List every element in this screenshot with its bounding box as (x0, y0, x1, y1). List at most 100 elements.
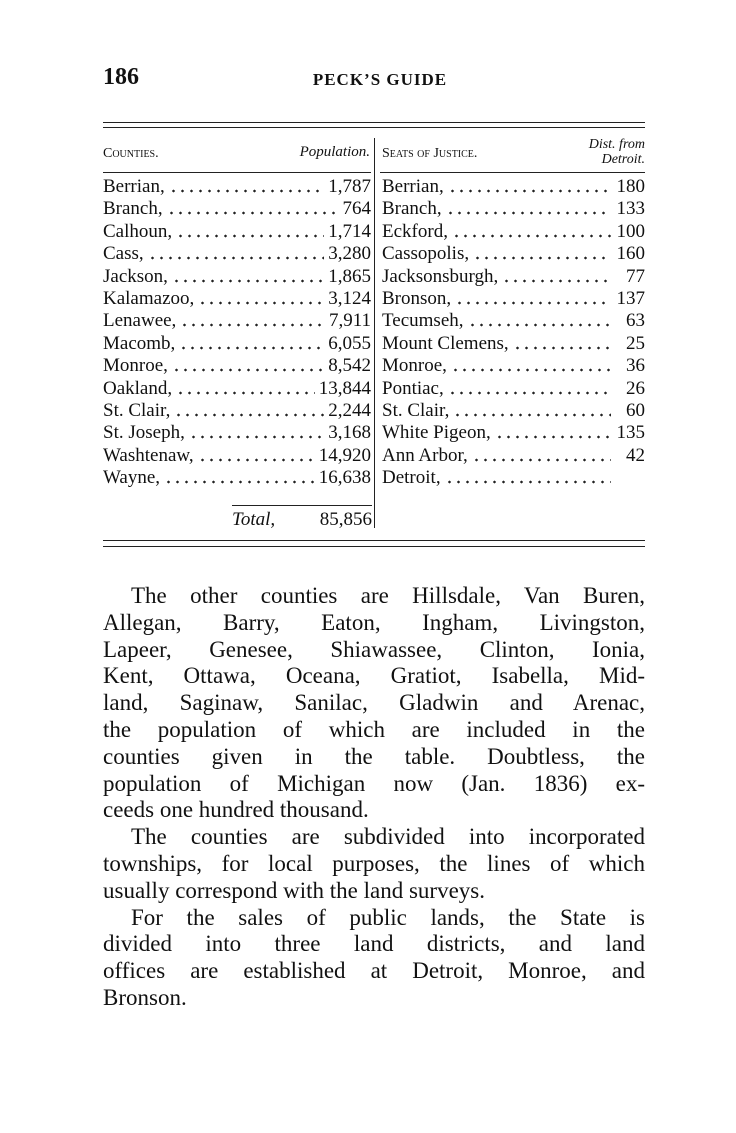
population: 1,787 (328, 176, 371, 197)
seat: Cassopolis, (382, 243, 470, 265)
text-line: ceeds one hundred thousand. (103, 797, 369, 823)
total-value: 85,856 (319, 509, 372, 530)
distance: 135 (616, 422, 646, 444)
leader (471, 456, 611, 463)
leader (473, 255, 611, 262)
county-cell: St. Joseph, 3,168 (103, 422, 371, 444)
leader (447, 389, 611, 396)
text-line: usually correspond with the land surveys… (103, 877, 485, 903)
text-line: offices are established at Detroit, Monr… (103, 958, 645, 984)
seat-cell: Jacksonsburgh, 77 (382, 266, 645, 288)
county: Lenawee, (103, 310, 177, 332)
population: 14,920 (318, 444, 371, 466)
text-line: divided into three land districts, and l… (103, 931, 645, 957)
text-line: The counties are subdivided into incorpo… (131, 824, 645, 850)
seat: Jacksonsburgh, (382, 265, 499, 287)
leader (179, 344, 325, 351)
text-line: Bronson. (103, 985, 187, 1010)
county-cell: Wayne, 16,638 (103, 467, 371, 489)
leader (147, 255, 325, 262)
leader (445, 210, 611, 217)
population: 3,168 (328, 422, 371, 444)
county-cell: St. Clair, 2,244 (103, 400, 371, 422)
seat: Pontiac, (382, 377, 444, 399)
seat-cell: Berrian, 180 (382, 176, 645, 198)
total-label: Total, (232, 509, 276, 530)
population: 3,280 (328, 243, 371, 265)
text-line: For the sales of public lands, the State… (131, 904, 645, 930)
county: Branch, (103, 198, 163, 220)
text-line: land, Saginaw, Sanilac, Gladwin and Aren… (103, 690, 645, 716)
seat: Mount Clemens, (382, 332, 509, 354)
seat: St. Clair, (382, 400, 450, 421)
leader (447, 188, 611, 194)
leader (171, 277, 325, 284)
distance: 36 (626, 355, 645, 377)
county: Berrian, (103, 176, 165, 197)
leader (188, 434, 325, 441)
county: Oakland, (103, 377, 173, 399)
population: 8,542 (328, 355, 371, 377)
header-line: Detroit. (601, 152, 645, 167)
seat-cell: Cassopolis, 160 (382, 243, 645, 265)
population: 7,911 (328, 310, 371, 332)
county: Cass, (103, 243, 144, 265)
county-cell: Lenawee, 7,911 (103, 310, 371, 332)
leader (455, 300, 611, 306)
distance: 180 (616, 176, 646, 197)
leader (502, 277, 611, 284)
seat: White Pigeon, (382, 422, 491, 444)
county: Kalamazoo, (103, 288, 195, 309)
column-header: Dist. from Detroit. (560, 137, 645, 167)
leader (197, 456, 315, 463)
county: Calhoun, (103, 220, 173, 242)
county-cell: Calhoun, 1,714 (103, 221, 371, 243)
rule (103, 546, 645, 547)
population: 1,714 (328, 220, 371, 242)
seat-cell: Eckford, 100 (382, 221, 645, 243)
county-cell: Monroe, 8,542 (103, 355, 371, 377)
leader (453, 412, 611, 418)
text-line: the population of which are included in … (103, 717, 645, 742)
distance: 100 (616, 220, 646, 242)
county-cell: Cass, 3,280 (103, 243, 371, 265)
county-cell: Jackson, 1,865 (103, 266, 371, 288)
seat: Eckford, (382, 220, 448, 242)
page-number: 186 (103, 64, 139, 90)
column-header: Counties. (103, 146, 159, 161)
text-line: Allegan, Barry, Eaton, Ingham, Livingsto… (103, 609, 645, 635)
seat-cell: St. Clair, 60 (382, 400, 645, 422)
county: Macomb, (103, 332, 176, 354)
leader (166, 210, 339, 217)
seat: Tecumseh, (382, 310, 464, 332)
distance: 133 (616, 198, 646, 220)
seat-cell: Mount Clemens, 25 (382, 333, 645, 355)
distance: 42 (626, 444, 645, 466)
seat-cell: White Pigeon, 135 (382, 422, 645, 444)
leader (164, 479, 315, 486)
seat: Detroit, (382, 467, 441, 489)
column-header: Seats of Justice. (382, 146, 478, 161)
leader (176, 389, 315, 396)
header-line: Dist. from (588, 137, 645, 152)
distance: 25 (626, 332, 645, 354)
county: Wayne, (103, 467, 161, 489)
leader (512, 344, 611, 351)
county-cell: Washtenaw, 14,920 (103, 445, 371, 467)
leader (444, 479, 611, 486)
text-line: The other counties are Hillsdale, Van Bu… (131, 583, 645, 608)
column-rule (374, 138, 375, 528)
rule (103, 127, 645, 128)
text-line: population of Michigan now (Jan. 1836) e… (103, 770, 645, 796)
distance: 63 (626, 310, 645, 332)
leader (198, 300, 325, 306)
leader (180, 322, 325, 329)
leader (171, 367, 325, 374)
population: 13,844 (318, 377, 371, 399)
seat-cell: Tecumseh, 63 (382, 310, 645, 332)
seat-cell: Ann Arbor, 42 (382, 445, 645, 467)
seat-cell: Detroit, (382, 467, 645, 489)
running-title: PECK’S GUIDE (312, 70, 448, 89)
text-line: Lapeer, Genesee, Shiawassee, Clinton, Io… (103, 636, 645, 662)
leader (168, 188, 325, 194)
